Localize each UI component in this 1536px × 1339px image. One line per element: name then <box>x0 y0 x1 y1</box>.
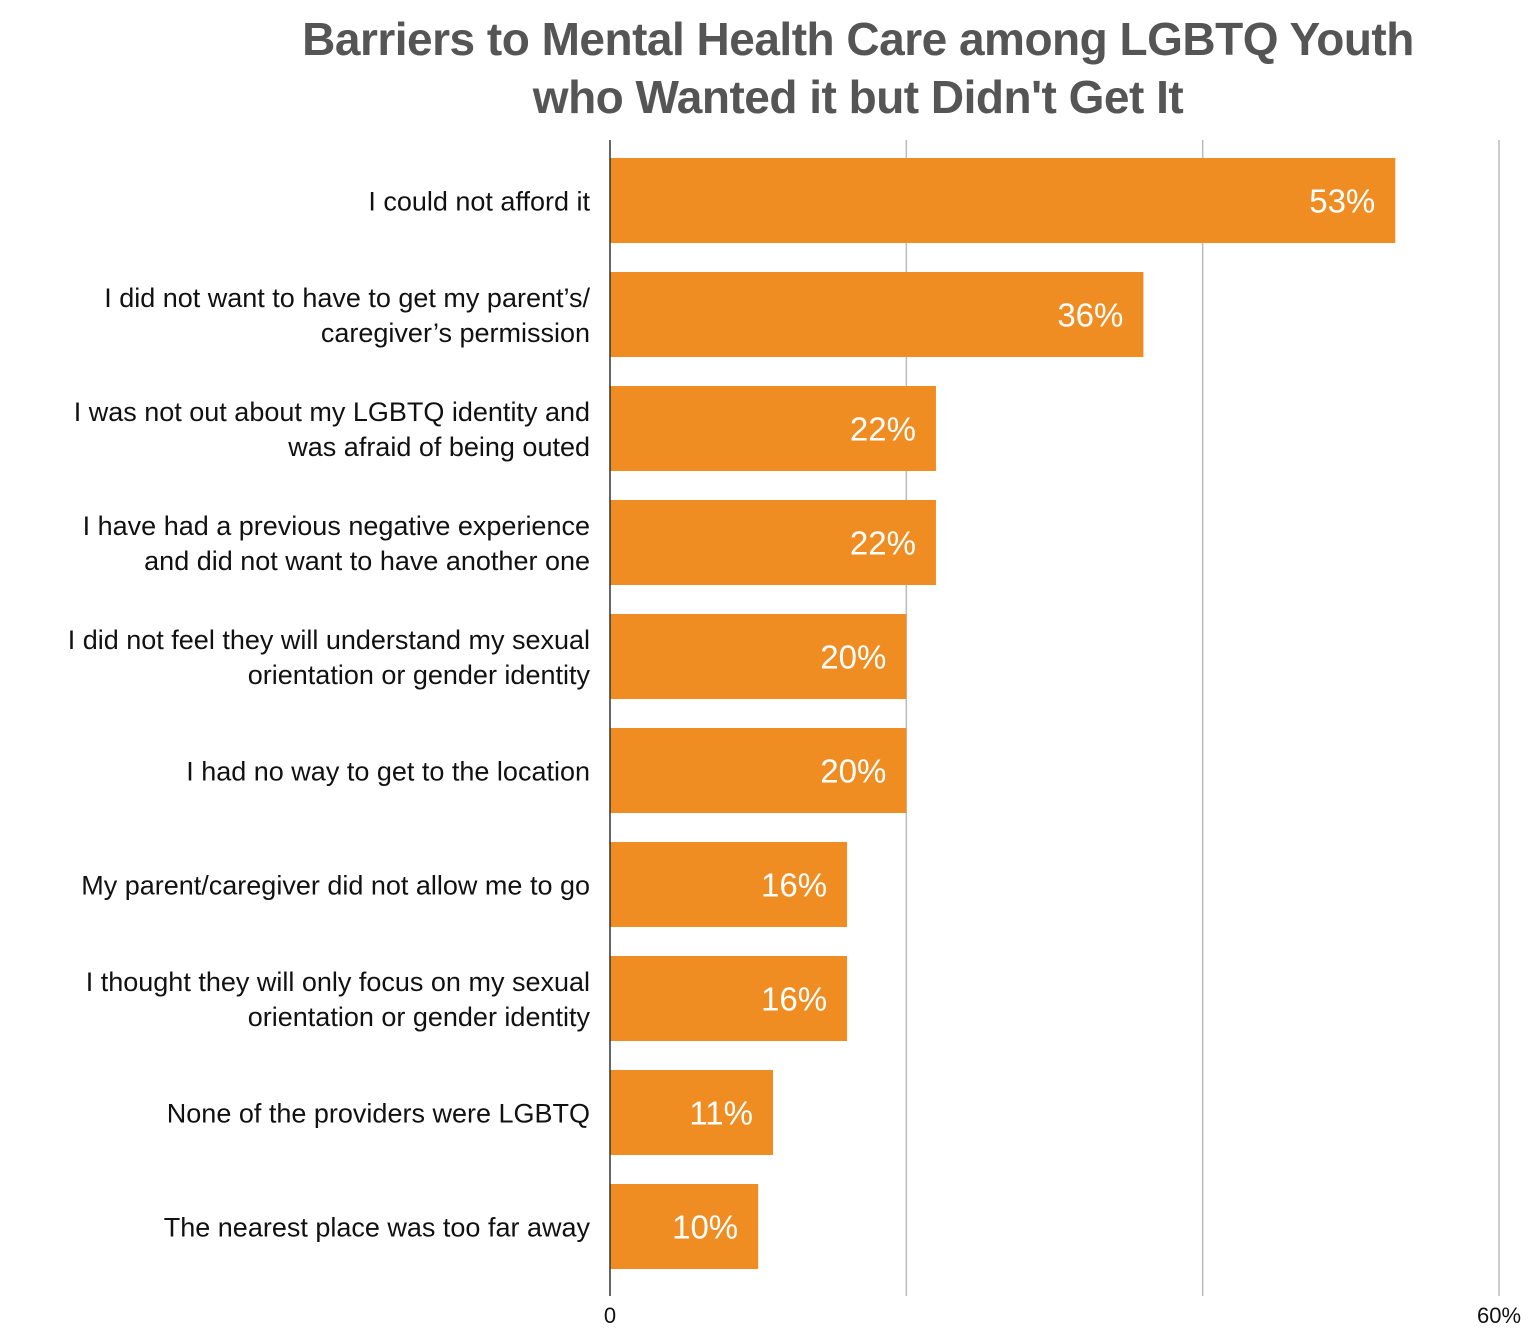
bar <box>610 500 936 585</box>
category-label: I had no way to get to the location <box>186 757 590 787</box>
category-label: I did not feel they will understand my s… <box>68 625 590 655</box>
category-label: orientation or gender identity <box>248 660 591 690</box>
data-label: 20% <box>820 639 886 676</box>
bar <box>610 158 1396 243</box>
data-label: 22% <box>850 411 916 448</box>
category-label: I thought they will only focus on my sex… <box>86 967 590 997</box>
data-label: 16% <box>761 981 827 1018</box>
chart-title-line-2: who Wanted it but Didn't Get It <box>532 71 1184 123</box>
bar <box>610 272 1144 357</box>
data-label: 10% <box>672 1209 738 1246</box>
bar <box>610 1184 759 1269</box>
data-label: 20% <box>820 753 886 790</box>
data-label: 16% <box>761 867 827 904</box>
data-label: 11% <box>689 1095 753 1132</box>
x-tick-label: 0 <box>604 1303 616 1328</box>
bar <box>610 614 907 699</box>
bar <box>610 386 936 471</box>
data-label: 36% <box>1057 297 1123 334</box>
category-label: and did not want to have another one <box>144 546 590 576</box>
category-label: My parent/caregiver did not allow me to … <box>81 871 590 901</box>
bar <box>610 1070 773 1155</box>
x-tick-label: 60% <box>1477 1303 1521 1328</box>
data-label: 53% <box>1309 183 1375 220</box>
category-label: I have had a previous negative experienc… <box>83 511 590 541</box>
category-label: I could not afford it <box>368 187 590 217</box>
category-label: The nearest place was too far away <box>164 1213 591 1243</box>
bar <box>610 956 848 1041</box>
category-label: I did not want to have to get my parent’… <box>104 283 590 313</box>
category-label: I was not out about my LGBTQ identity an… <box>74 397 590 427</box>
category-label: was afraid of being outed <box>287 432 590 462</box>
category-label: caregiver’s permission <box>321 318 590 348</box>
chart-title-line-1: Barriers to Mental Health Care among LGB… <box>302 13 1414 65</box>
bar <box>610 728 907 813</box>
category-label: None of the providers were LGBTQ <box>167 1099 590 1129</box>
category-label: orientation or gender identity <box>248 1002 591 1032</box>
bar <box>610 842 848 927</box>
data-label: 22% <box>850 525 916 562</box>
